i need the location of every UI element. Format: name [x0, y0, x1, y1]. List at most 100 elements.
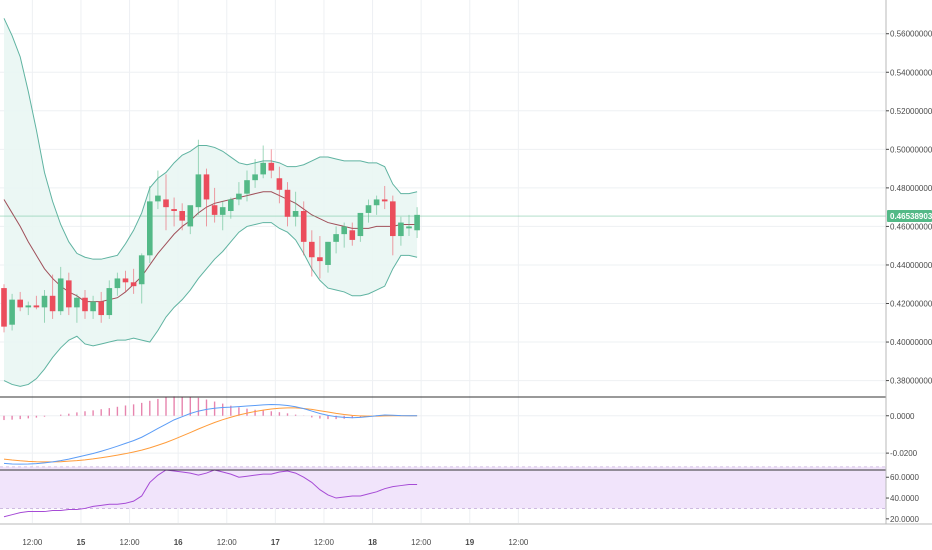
candle [260, 145, 266, 179]
candle-body [357, 212, 364, 237]
time-axis-tick-label: 12:00 [508, 538, 529, 547]
macd-signal-line [3, 407, 418, 463]
time-axis-tick-label: 19 [465, 538, 474, 547]
candle-body [9, 299, 15, 325]
candle [284, 182, 291, 227]
candle [106, 280, 113, 319]
candle-body [203, 174, 210, 200]
candle [25, 301, 32, 316]
candle [365, 199, 372, 223]
candle [147, 185, 153, 264]
candle [195, 139, 202, 215]
candle-body [90, 301, 96, 312]
candle [122, 270, 129, 292]
candle [325, 241, 331, 273]
candle [317, 236, 323, 279]
candle-body [147, 201, 153, 256]
bollinger-band-fill [4, 18, 418, 387]
candle [381, 185, 388, 210]
candle [49, 274, 56, 319]
candle [373, 195, 380, 215]
price-axis-tick-label: 0.46000000 [890, 222, 932, 231]
candle [219, 201, 226, 231]
candle-body [155, 195, 161, 202]
candle-body [122, 278, 129, 283]
candle-body [187, 205, 194, 227]
candle-body [390, 201, 396, 237]
candle [414, 207, 420, 238]
price-axis[interactable]: 0.38000000 0.40000000 0.42000000 0.44000000… [886, 30, 932, 524]
candle-body [114, 278, 121, 289]
candle-body [276, 178, 283, 190]
candle-body [365, 205, 372, 213]
macd-line [3, 404, 418, 465]
pane-separators [0, 0, 932, 525]
candle-body [25, 305, 32, 308]
candle-body [252, 174, 258, 181]
candle [41, 290, 48, 323]
time-axis-tick-label: 12:00 [120, 538, 141, 547]
rsi-line [3, 469, 418, 518]
candle [130, 268, 137, 294]
candle-body [163, 199, 169, 208]
candle [398, 216, 404, 246]
candle-body [260, 162, 266, 175]
time-axis-tick-label: 12:00 [314, 538, 335, 547]
candle-body [74, 297, 80, 308]
candle-body [341, 226, 347, 235]
price-axis-tick-label: 0.52000000 [890, 107, 932, 116]
candle [1, 284, 7, 333]
macd-axis-tick-label: 0.0000 [890, 412, 915, 421]
rsi-pane [0, 466, 886, 518]
candle-body [1, 288, 7, 327]
candle [33, 295, 40, 310]
candle [163, 174, 169, 231]
candle [171, 197, 177, 227]
candle [236, 182, 242, 206]
candle [138, 253, 145, 304]
candle [179, 203, 185, 231]
candle-body [130, 282, 137, 287]
price-axis-tick-label: 0.50000000 [890, 145, 932, 154]
candle [114, 272, 121, 296]
candle-body [325, 241, 331, 265]
time-axis-tick-label: 12:00 [22, 538, 43, 547]
candle-body [333, 234, 339, 242]
candle [90, 295, 96, 319]
candle-body [49, 295, 56, 312]
candle [17, 291, 23, 312]
grid-lines [0, 0, 886, 523]
price-axis-tick-label: 0.44000000 [890, 261, 932, 270]
candle [390, 195, 396, 256]
time-axis-tick-label: 12:00 [217, 538, 238, 547]
candle [333, 226, 339, 254]
candle [300, 201, 307, 256]
candle-body [414, 214, 420, 231]
candlesticks [1, 139, 420, 333]
candle [292, 191, 299, 227]
last-price-tag: 0.46538903 [887, 210, 932, 223]
candle-body [398, 222, 404, 237]
last-price-tag-label: 0.46538903 [890, 212, 932, 221]
candle [276, 166, 283, 204]
candle-body [349, 230, 356, 240]
bollinger-upper-line [3, 18, 418, 260]
candle-body [228, 199, 234, 212]
time-axis-tick-label: 12:00 [411, 538, 432, 547]
candle-body [41, 295, 48, 308]
candle-body [171, 209, 177, 212]
candle-body [66, 280, 72, 308]
rsi-axis-tick-label: 40.0000 [890, 494, 919, 503]
price-axis-tick-label: 0.38000000 [890, 377, 932, 386]
time-axis-tick-label: 18 [368, 538, 377, 547]
candle-body [317, 257, 323, 262]
last-price-tag-bg [887, 210, 932, 223]
candle [82, 290, 88, 319]
time-axis[interactable]: 12:00 15 12:00 16 12:00 17 12:00 18 12:00 19 12:00 [22, 538, 529, 547]
candle [203, 168, 210, 227]
candle-body [300, 211, 307, 242]
bollinger-lower-line [3, 222, 418, 387]
candle-body [17, 299, 23, 308]
price-axis-tick-label: 0.48000000 [890, 184, 932, 193]
